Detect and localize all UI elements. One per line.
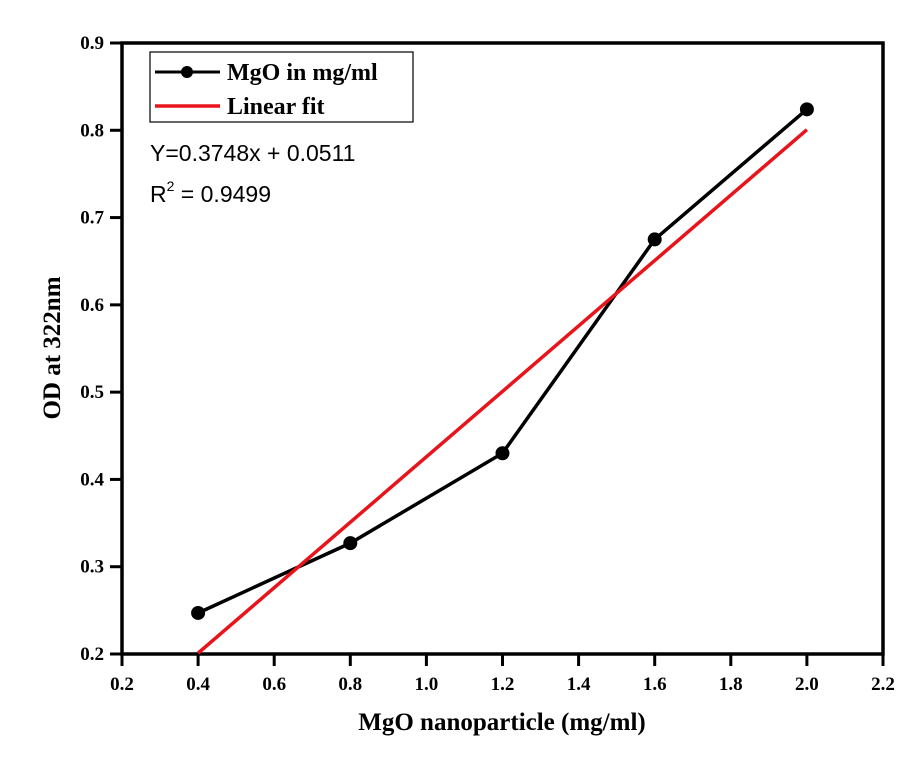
data-point: [191, 605, 206, 620]
y-tick-label: 0.8: [80, 120, 104, 141]
legend: MgO in mg/ml Linear fit: [149, 51, 414, 123]
plot-frame: [120, 41, 885, 656]
legend-label-fit: Linear fit: [227, 94, 325, 120]
data-point: [495, 446, 510, 461]
x-tick-label: 1.0: [415, 674, 439, 695]
y-tick-label: 0.9: [80, 33, 104, 54]
data-point: [799, 102, 814, 117]
marks: [191, 102, 814, 655]
series-line-mgo: [197, 108, 809, 615]
x-tick-label: 0.8: [338, 674, 362, 695]
x-tick-label: 0.2: [110, 674, 134, 695]
x-tick-label: 2.2: [871, 674, 895, 695]
legend-box: [149, 51, 414, 123]
legend-label-mgo: MgO in mg/ml: [227, 60, 378, 86]
x-tick-label: 1.8: [719, 674, 743, 695]
x-tick-label: 0.6: [262, 674, 286, 695]
y-tick-label: 0.4: [80, 469, 104, 490]
x-tick-label: 1.2: [491, 674, 515, 695]
y-tick-label: 0.3: [80, 557, 104, 578]
r2-annotation: R2 = 0.9499: [150, 178, 271, 207]
data-point: [647, 232, 662, 247]
y-tick-label: 0.5: [80, 382, 104, 403]
x-tick-label: 0.4: [186, 674, 210, 695]
y-tick-label: 0.7: [80, 208, 104, 229]
x-tick-label: 2.0: [795, 674, 819, 695]
series-line-linear-fit: [196, 128, 809, 655]
x-axis-label: MgO nanoparticle (mg/ml): [358, 709, 645, 736]
x-tick-label: 1.4: [567, 674, 591, 695]
y-axis-label: OD at 322nm: [39, 276, 66, 419]
equation-annotation: Y=0.3748x + 0.0511: [150, 140, 355, 166]
y-tick-label: 0.2: [80, 644, 104, 665]
axes: 0.2 0.4 0.6 0.8 1.0 1.2 1.4 1.6 1.8 2.0 2.2 0.2 0.3 0…: [80, 33, 895, 695]
x-tick-label: 1.6: [643, 674, 667, 695]
y-tick-label: 0.6: [80, 295, 104, 316]
data-point: [343, 536, 358, 551]
legend-marker-mgo: [181, 66, 193, 78]
